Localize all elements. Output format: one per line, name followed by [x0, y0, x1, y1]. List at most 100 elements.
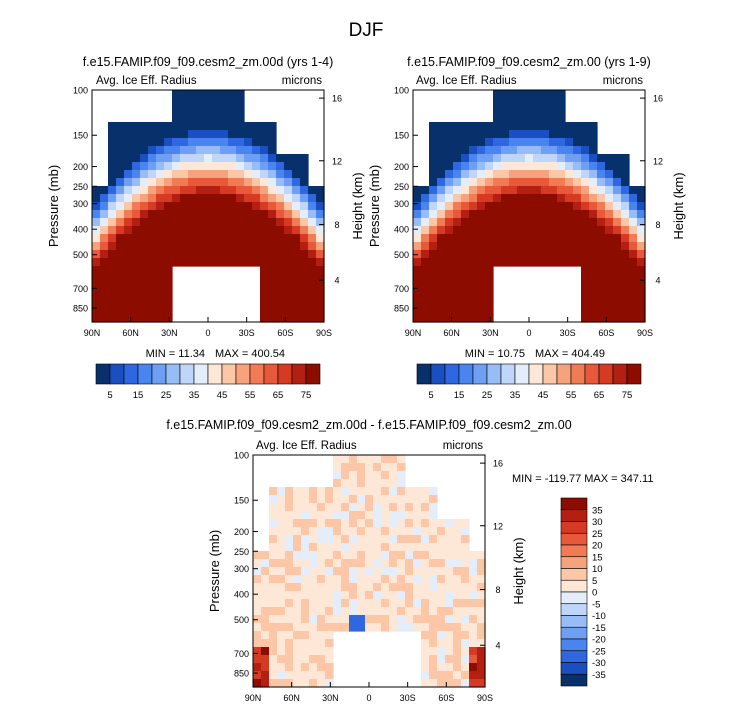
contour-cell	[533, 178, 542, 187]
contour-cell	[581, 274, 590, 283]
contour-cell	[381, 551, 390, 560]
contour-cell	[301, 623, 310, 632]
contour-cell	[373, 519, 382, 528]
contour-cell	[445, 162, 454, 171]
contour-cell	[156, 138, 165, 147]
contour-cell	[148, 226, 157, 235]
contour-cell	[549, 146, 558, 155]
contour-cell	[268, 210, 277, 219]
contour-cell	[437, 567, 446, 576]
contour-cell	[268, 250, 277, 259]
colorbar-box	[560, 591, 588, 605]
contour-cell	[300, 154, 309, 163]
contour-cell	[301, 519, 310, 528]
contour-cell	[461, 298, 470, 307]
contour-cell	[260, 146, 269, 155]
contour-cell	[493, 170, 502, 179]
contour-cell	[405, 519, 414, 528]
contour-cell	[156, 210, 165, 219]
contour-cell	[253, 623, 262, 632]
contour-cell	[469, 306, 478, 315]
contour-cell	[276, 266, 285, 275]
contour-cell	[148, 290, 157, 299]
contour-cell	[445, 599, 454, 608]
contour-cell	[637, 250, 646, 259]
contour-cell	[629, 290, 638, 299]
contour-cell	[316, 194, 325, 203]
contour-cell	[260, 218, 269, 227]
contour-cell	[397, 511, 406, 520]
contour-cell	[309, 639, 318, 648]
contour-cell	[325, 511, 334, 520]
contour-cell	[581, 146, 590, 155]
contour-cell	[172, 146, 181, 155]
contour-cell	[549, 242, 558, 251]
contour-cell	[525, 218, 534, 227]
contour-cell	[421, 218, 430, 227]
contour-cell	[293, 511, 302, 520]
contour-cell	[252, 226, 261, 235]
contour-cell	[629, 282, 638, 291]
contour-cell	[300, 290, 309, 299]
contour-cell	[381, 463, 390, 472]
contour-cell	[525, 170, 534, 179]
contour-cell	[253, 679, 262, 688]
contour-cell	[469, 615, 478, 624]
contour-cell	[445, 186, 454, 195]
contour-cell	[252, 258, 261, 267]
contour-cell	[292, 290, 301, 299]
contour-cell	[132, 314, 141, 323]
contour-cell	[525, 90, 534, 99]
contour-cell	[421, 274, 430, 283]
contour-cell	[228, 202, 237, 211]
colorbar-label: 65	[273, 390, 284, 401]
contour-cell	[445, 306, 454, 315]
contour-cell	[453, 551, 462, 560]
contour-cell	[517, 242, 526, 251]
contour-cell	[397, 455, 406, 464]
contour-cell	[421, 210, 430, 219]
contour-cell	[260, 194, 269, 203]
contour-cell	[453, 591, 462, 600]
contour-cell	[269, 559, 278, 568]
contour-cell	[220, 106, 229, 115]
contour-cell	[501, 218, 510, 227]
colorbar-label: -20	[592, 635, 606, 646]
contour-cell	[253, 591, 262, 600]
contour-cell	[108, 218, 117, 227]
contour-cell	[317, 615, 326, 624]
contour-cell	[565, 154, 574, 163]
contour-cell	[220, 178, 229, 187]
contour-cell	[381, 519, 390, 528]
contour-cell	[493, 98, 502, 107]
units-label: microns	[603, 75, 644, 87]
y-tick-label: 150	[73, 131, 88, 141]
contour-cell	[212, 98, 221, 107]
contour-cell	[453, 210, 462, 219]
contour-cell	[124, 250, 133, 259]
contour-cell	[461, 146, 470, 155]
contour-cell	[268, 274, 277, 283]
contour-cell	[116, 314, 125, 323]
y-tick-label: 100	[73, 86, 88, 96]
contour-cell	[316, 258, 325, 267]
contour-cell	[228, 250, 237, 259]
contour-cell	[100, 258, 109, 267]
contour-cell	[477, 258, 486, 267]
contour-cell	[493, 162, 502, 171]
contour-cell	[100, 234, 109, 243]
contour-cell	[204, 98, 213, 107]
contour-cell	[581, 290, 590, 299]
contour-cell	[637, 194, 646, 203]
contour-cell	[285, 599, 294, 608]
contour-cell	[413, 202, 422, 211]
contour-cell	[268, 218, 277, 227]
contour-cell	[108, 122, 117, 131]
contour-cell	[300, 234, 309, 243]
contour-cell	[260, 282, 269, 291]
contour-cell	[188, 250, 197, 259]
contour-cell	[132, 170, 141, 179]
contour-cell	[228, 226, 237, 235]
contour-cell	[533, 194, 542, 203]
contour-cell	[309, 631, 318, 640]
